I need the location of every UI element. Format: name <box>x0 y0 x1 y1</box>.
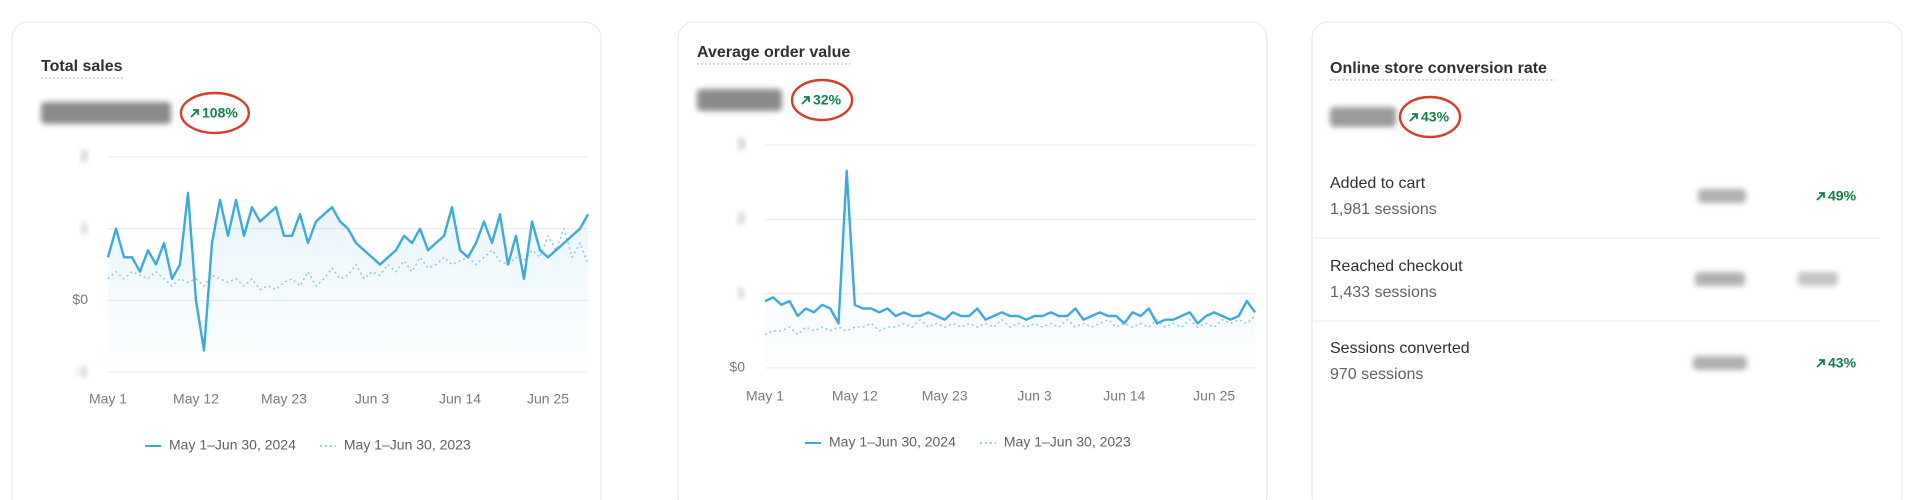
card-title: Average order value <box>697 44 850 61</box>
up-arrow <box>1816 192 1825 201</box>
row-label: Reached checkout <box>1330 258 1463 275</box>
x-tick-label: Jun 25 <box>1193 388 1235 404</box>
blurred-value <box>697 89 782 111</box>
x-tick-label: May 23 <box>922 388 968 404</box>
legend-label: May 1–Jun 30, 2023 <box>1004 434 1131 450</box>
y-tick-label: $0 <box>72 291 88 307</box>
blurred-rate <box>1693 356 1747 370</box>
area <box>108 192 588 372</box>
x-tick-label: May 12 <box>832 388 878 404</box>
annotation-circle <box>179 91 251 135</box>
card <box>677 21 1268 500</box>
y-tick-label: -1 <box>76 363 89 379</box>
area <box>765 171 1255 368</box>
y-tick-label: 2 <box>80 148 88 164</box>
up-arrow <box>1816 359 1825 368</box>
x-tick-label: May 23 <box>261 391 307 407</box>
up-arrow <box>801 96 810 105</box>
change-badge: 43% <box>1828 355 1857 371</box>
x-tick-label: Jun 3 <box>355 391 389 407</box>
blurred-change <box>1798 272 1838 286</box>
card-title: Online store conversion rate <box>1330 60 1547 77</box>
y-tick-label: 2 <box>737 210 745 226</box>
x-tick-label: May 12 <box>173 391 219 407</box>
x-tick-label: May 1 <box>746 388 784 404</box>
blurred-value <box>41 102 171 124</box>
annotation-circle <box>1398 95 1462 139</box>
y-tick-label: $0 <box>729 359 745 375</box>
card <box>1311 21 1903 500</box>
y-tick-label: 1 <box>737 284 745 300</box>
change-badge: 108% <box>202 105 238 121</box>
x-tick-label: Jun 25 <box>527 391 569 407</box>
change-badge: 43% <box>1421 109 1450 125</box>
up-arrow <box>1409 113 1418 122</box>
x-tick-label: May 1 <box>89 391 127 407</box>
blurred-rate <box>1695 272 1745 286</box>
legend-label: May 1–Jun 30, 2024 <box>169 437 296 453</box>
row-sessions: 1,433 sessions <box>1330 284 1437 301</box>
card-title: Total sales <box>41 58 123 75</box>
series-line <box>764 169 1256 325</box>
change-badge: 32% <box>813 92 842 108</box>
series-line <box>764 315 1256 336</box>
legend-label: May 1–Jun 30, 2024 <box>829 434 956 450</box>
row-label: Added to cart <box>1330 175 1426 192</box>
series-line <box>107 227 589 291</box>
row-label: Sessions converted <box>1330 340 1470 357</box>
x-tick-label: Jun 3 <box>1017 388 1051 404</box>
x-tick-label: Jun 14 <box>439 391 481 407</box>
row-sessions: 1,981 sessions <box>1330 201 1437 218</box>
change-badge: 49% <box>1828 188 1857 204</box>
up-arrow <box>190 109 199 118</box>
y-tick-label: 1 <box>80 219 88 235</box>
blurred-value <box>1330 107 1396 127</box>
series-line <box>106 191 590 352</box>
x-tick-label: Jun 14 <box>1103 388 1145 404</box>
legend-label: May 1–Jun 30, 2023 <box>344 437 471 453</box>
blurred-rate <box>1698 189 1746 203</box>
annotation-circle <box>790 78 854 122</box>
y-tick-label: 3 <box>737 136 745 152</box>
row-sessions: 970 sessions <box>1330 366 1423 383</box>
